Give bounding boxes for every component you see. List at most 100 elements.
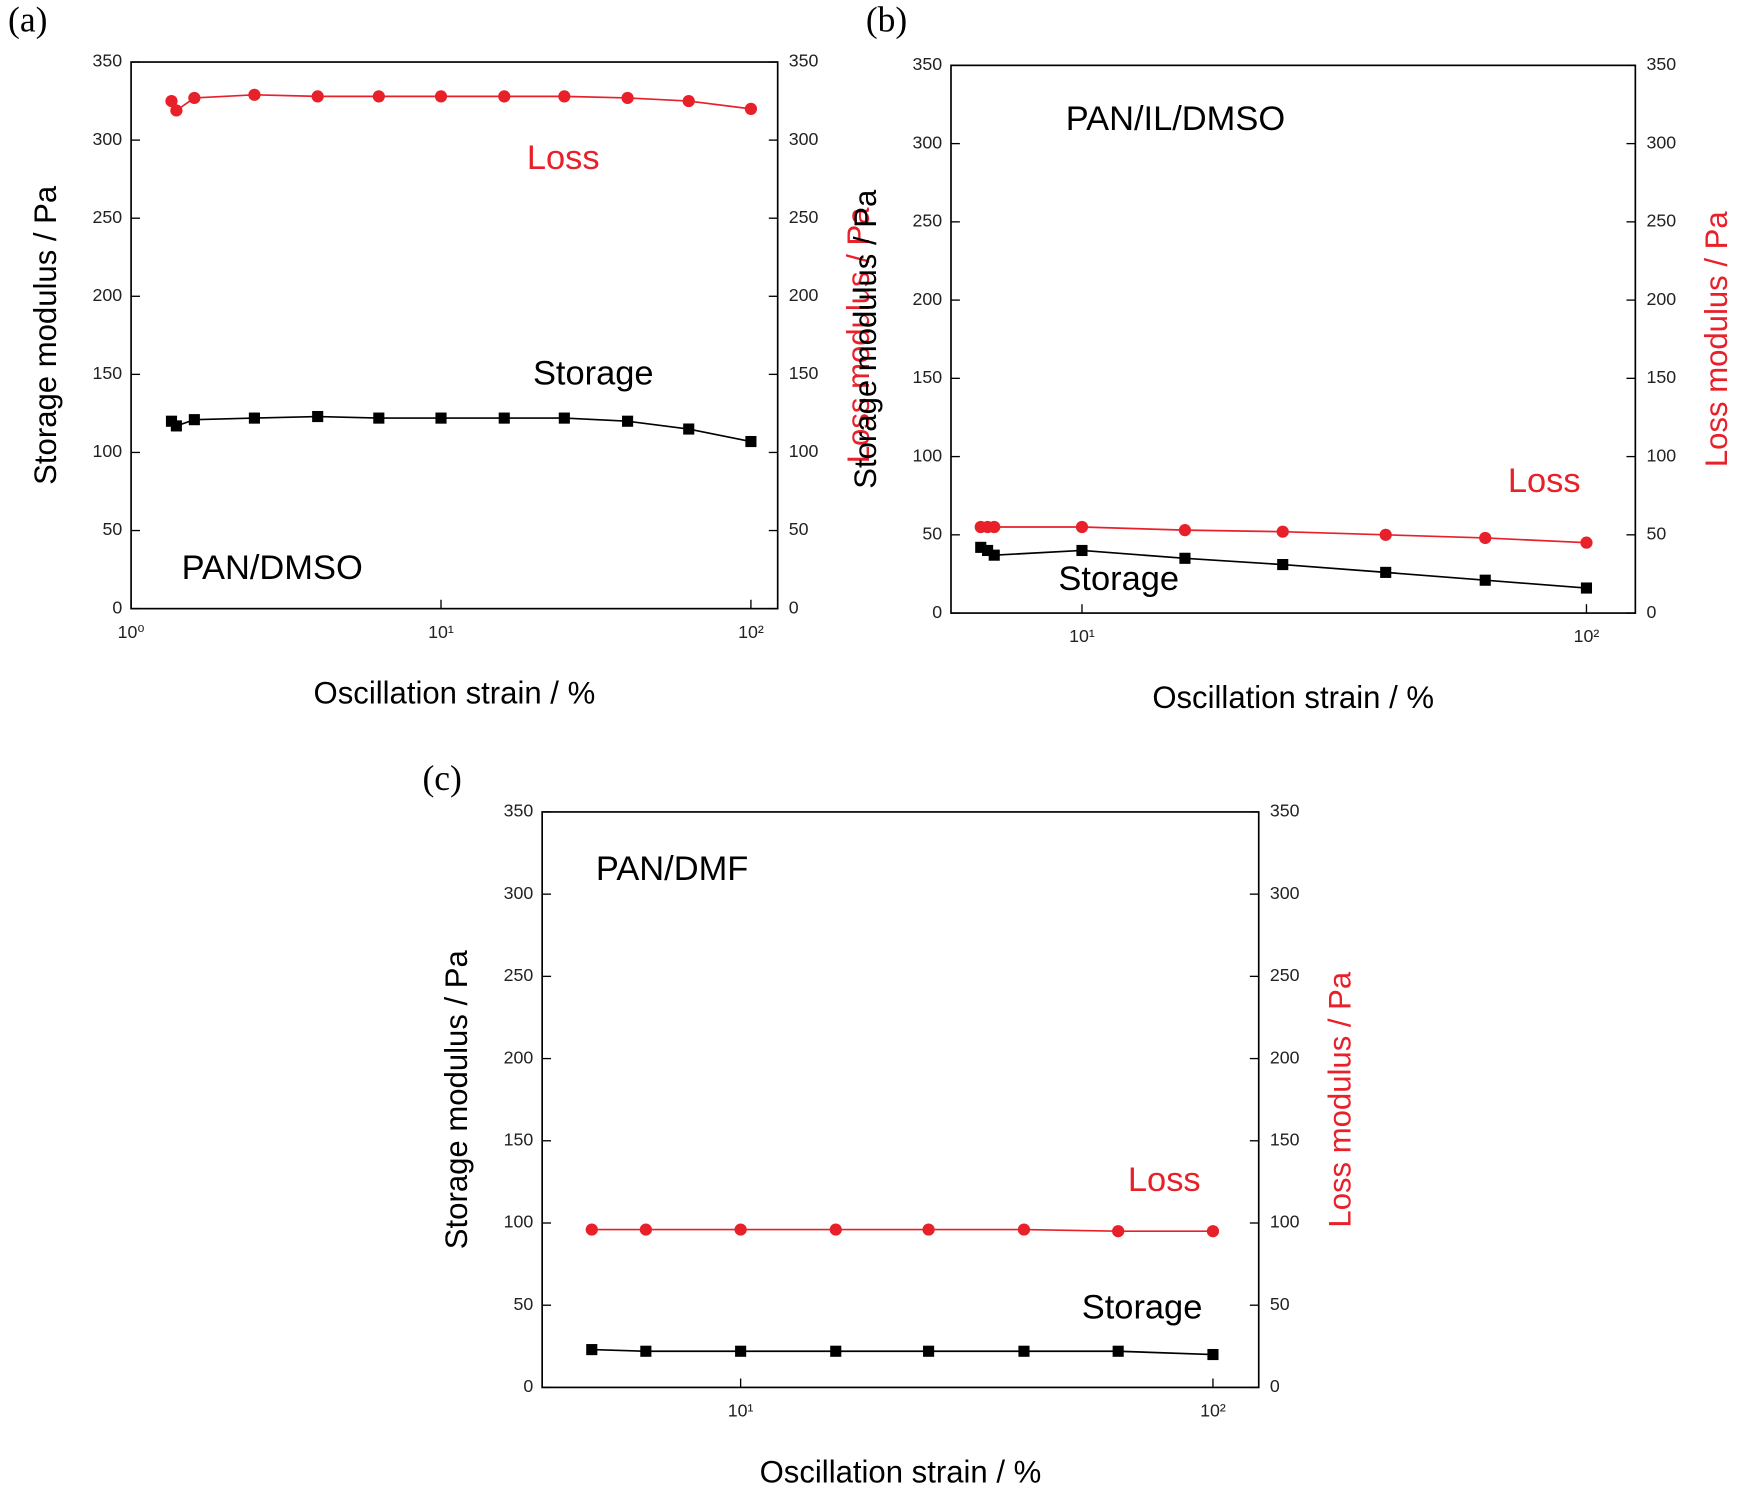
y2-tick-label: 300 (789, 129, 819, 149)
marker (498, 412, 510, 424)
marker (1076, 544, 1088, 557)
x-tick-label: 10² (738, 622, 764, 642)
marker (1276, 525, 1289, 538)
y-tick-label: 150 (504, 1129, 534, 1149)
marker (622, 415, 634, 427)
y2-tick-label: 250 (789, 207, 819, 227)
y2-tick-label: 250 (1270, 965, 1300, 985)
marker (621, 91, 634, 105)
y-tick-label: 350 (912, 54, 942, 74)
y-tick-label: 0 (932, 602, 942, 622)
marker (170, 104, 183, 117)
series-line (591, 1228, 1213, 1233)
marker (165, 94, 178, 108)
marker (683, 423, 695, 435)
marker (923, 1345, 935, 1357)
marker (1380, 566, 1392, 578)
y2-tick-label: 100 (1646, 445, 1676, 465)
y2-tick-label: 0 (1270, 1376, 1280, 1396)
x-axis-label: Oscillation strain / % (760, 1454, 1042, 1485)
marker (830, 1345, 842, 1357)
series-label: Loss (1128, 1161, 1201, 1199)
y-tick-label: 150 (93, 363, 123, 383)
marker (558, 90, 571, 103)
y-tick-label: 50 (513, 1294, 533, 1314)
x-tick-label: 10⁰ (118, 622, 145, 642)
y-tick-label: 250 (93, 207, 123, 227)
y2-tick-label: 50 (789, 519, 809, 539)
y2-axis-label: Loss modulus / Pa (1322, 971, 1357, 1228)
marker (1479, 531, 1492, 545)
y2-tick-label: 100 (789, 441, 819, 461)
series-label: Storage (1082, 1289, 1203, 1327)
marker (1207, 1348, 1219, 1361)
y2-tick-label: 50 (1646, 524, 1666, 544)
marker (639, 1223, 652, 1236)
series-label: Storage (1058, 560, 1179, 598)
marker (312, 410, 324, 423)
x-tick-label: 10¹ (428, 622, 454, 642)
marker (735, 1345, 747, 1357)
y-tick-label: 100 (93, 441, 123, 461)
marker (922, 1223, 935, 1236)
plot-frame (950, 64, 1637, 614)
y-tick-label: 100 (504, 1212, 534, 1232)
marker (1277, 559, 1289, 571)
x-tick-label: 10² (1200, 1401, 1226, 1421)
panel-label: (a) (8, 0, 47, 39)
marker (435, 412, 447, 424)
marker (170, 420, 182, 432)
y-tick-label: 250 (504, 965, 534, 985)
marker (829, 1223, 842, 1236)
x-tick-label: 10² (1574, 626, 1600, 646)
y2-tick-label: 200 (1270, 1047, 1300, 1067)
marker (1580, 582, 1593, 594)
y-tick-label: 250 (912, 211, 942, 231)
y-tick-label: 50 (102, 519, 122, 539)
marker (373, 412, 385, 424)
marker (744, 102, 758, 115)
marker (1580, 536, 1593, 549)
series-line (591, 1348, 1213, 1356)
y-tick-label: 300 (93, 129, 123, 149)
marker (1206, 1225, 1220, 1238)
marker (982, 544, 994, 557)
marker (311, 90, 324, 103)
series-label: Loss (527, 139, 600, 177)
x-axis-label: Oscillation strain / % (314, 676, 596, 711)
marker (1379, 528, 1392, 541)
plot-frame (541, 811, 1260, 1389)
marker (1112, 1225, 1125, 1238)
marker (585, 1223, 598, 1236)
y-tick-label: 0 (523, 1376, 533, 1396)
y-tick-label: 50 (922, 524, 942, 544)
y-axis-label: Storage modulus / Pa (848, 189, 883, 489)
y-tick-label: 200 (504, 1047, 534, 1067)
y2-tick-label: 200 (1646, 289, 1676, 309)
marker (498, 90, 511, 103)
y2-tick-label: 100 (1270, 1212, 1300, 1232)
y-tick-label: 350 (93, 51, 123, 71)
sample-annotation: PAN/DMSO (182, 549, 363, 587)
marker (1112, 1345, 1124, 1357)
x-tick-label: 10¹ (1069, 626, 1095, 646)
y-tick-label: 200 (912, 289, 942, 309)
marker (734, 1223, 747, 1236)
y2-tick-label: 200 (789, 285, 819, 305)
marker (586, 1344, 598, 1356)
marker (682, 94, 695, 108)
marker (1017, 1223, 1031, 1236)
y2-tick-label: 350 (1270, 801, 1300, 821)
marker (188, 91, 201, 105)
y2-tick-label: 0 (789, 597, 799, 617)
marker (745, 435, 757, 448)
y2-tick-label: 150 (789, 363, 819, 383)
marker (248, 412, 260, 424)
y2-tick-label: 0 (1646, 602, 1656, 622)
series-label: Loss (1508, 462, 1581, 500)
y2-tick-label: 250 (1646, 211, 1676, 231)
x-axis-label: Oscillation strain / % (1152, 680, 1434, 715)
y2-tick-label: 150 (1270, 1129, 1300, 1149)
marker (988, 549, 1000, 561)
